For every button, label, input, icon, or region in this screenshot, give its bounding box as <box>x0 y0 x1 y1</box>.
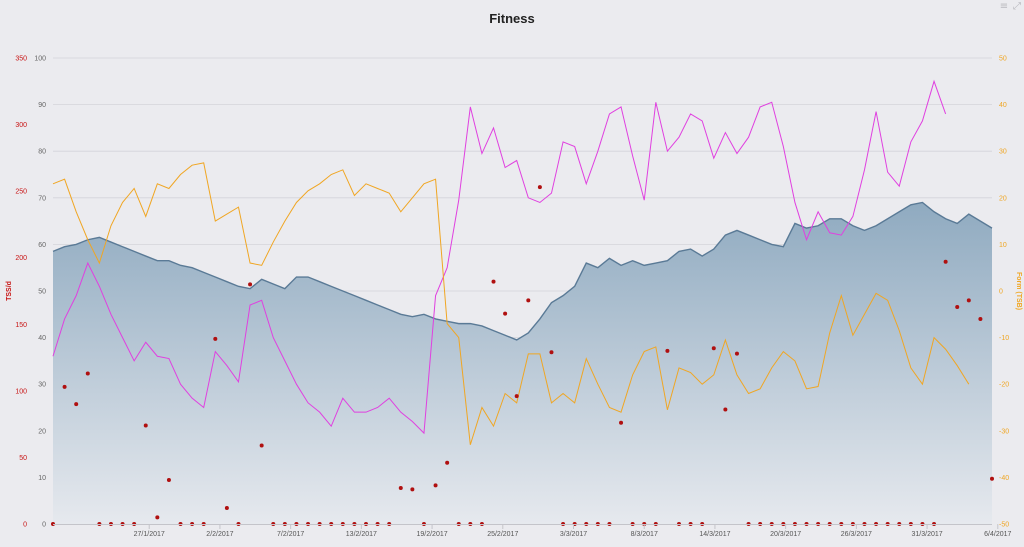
hamburger-menu-icon[interactable]: ≡ <box>999 1 1009 12</box>
tss-dot <box>711 346 716 351</box>
tss-dot <box>537 185 542 190</box>
x-tick-label: 13/2/2017 <box>346 531 377 538</box>
tss-dot <box>491 279 496 284</box>
x-tick-label: 27/1/2017 <box>134 531 165 538</box>
form-line <box>52 162 970 445</box>
right-y-tick-label: -50 <box>999 522 1009 529</box>
inner-y-tick-label: 50 <box>38 289 46 296</box>
x-tick-label: 7/2/2017 <box>277 531 304 538</box>
left-axis-title: TSS/d <box>6 281 13 301</box>
outer-y-tick-label: 150 <box>15 322 27 329</box>
chart-title: Fitness <box>489 11 535 26</box>
outer-y-tick-label: 300 <box>15 122 27 129</box>
right-y-tick-label: 20 <box>999 195 1007 202</box>
fitness-line <box>52 201 993 341</box>
outer-y-tick-label: 0 <box>23 522 27 529</box>
x-tick-label: 6/4/2017 <box>984 531 1011 538</box>
inner-y-tick-label: 100 <box>34 56 46 63</box>
inner-y-tick-label: 90 <box>38 102 46 109</box>
series-lines-layer <box>52 79 970 445</box>
x-tick-label: 31/3/2017 <box>912 531 943 538</box>
inner-y-tick-label: 70 <box>38 195 46 202</box>
fitness-area <box>53 202 992 524</box>
outer-y-tick-label: 50 <box>19 455 27 462</box>
tss-dot <box>665 348 670 353</box>
tss-dot <box>433 483 438 488</box>
tss-dot <box>398 486 403 491</box>
tss-dot <box>410 487 415 492</box>
axes-layer: 0102030405060708090100050100150200250300… <box>6 56 1022 539</box>
tss-dot <box>966 298 971 303</box>
inner-y-tick-label: 80 <box>38 149 46 156</box>
tss-dot <box>549 350 554 355</box>
right-y-tick-label: -30 <box>999 428 1009 435</box>
tss-dot <box>955 304 960 309</box>
tss-dot <box>166 478 171 483</box>
tss-dot <box>445 460 450 465</box>
right-y-tick-label: -20 <box>999 382 1009 389</box>
tss-dot <box>62 384 67 389</box>
tss-dot <box>734 351 739 356</box>
inner-y-tick-label: 10 <box>38 475 46 482</box>
right-y-tick-label: 50 <box>999 56 1007 63</box>
right-y-tick-label: 0 <box>999 289 1003 296</box>
tss-dot <box>514 394 519 399</box>
tss-dot <box>723 407 728 412</box>
x-tick-label: 20/3/2017 <box>770 531 801 538</box>
tss-dot <box>619 420 624 425</box>
inner-y-tick-label: 20 <box>38 428 46 435</box>
x-tick-label: 2/2/2017 <box>206 531 233 538</box>
tss-dot <box>990 476 994 481</box>
tss-dot <box>978 316 983 321</box>
tss-dot <box>943 259 948 264</box>
tss-dot <box>526 298 531 303</box>
inner-y-tick-label: 40 <box>38 335 46 342</box>
x-tick-label: 14/3/2017 <box>699 531 730 538</box>
inner-y-tick-label: 30 <box>38 382 46 389</box>
outer-y-tick-label: 100 <box>15 388 27 395</box>
inner-y-tick-label: 0 <box>42 522 46 529</box>
outer-y-tick-label: 200 <box>15 255 27 262</box>
tss-dot <box>213 336 218 341</box>
tss-dot <box>85 371 90 376</box>
x-tick-label: 25/2/2017 <box>487 531 518 538</box>
right-y-tick-label: -10 <box>999 335 1009 342</box>
tss-dot <box>143 423 148 428</box>
x-tick-label: 8/3/2017 <box>631 531 658 538</box>
x-tick-label: 26/3/2017 <box>841 531 872 538</box>
right-y-tick-label: 40 <box>999 102 1007 109</box>
fatigue-line <box>52 79 947 435</box>
tss-dot <box>155 515 160 520</box>
expand-arrows-icon[interactable]: ⤢ <box>1013 1 1021 12</box>
x-tick-label: 19/2/2017 <box>416 531 447 538</box>
right-y-tick-label: 30 <box>999 149 1007 156</box>
inner-y-tick-label: 60 <box>38 242 46 249</box>
tss-dot <box>503 311 508 316</box>
tss-dot <box>259 443 264 448</box>
x-tick-label: 3/3/2017 <box>560 531 587 538</box>
tss-dot <box>248 282 253 287</box>
right-y-tick-label: 10 <box>999 242 1007 249</box>
tss-dot <box>224 506 229 511</box>
outer-y-tick-label: 250 <box>15 189 27 196</box>
tss-dot <box>74 402 79 407</box>
right-axis-title: Form (TSB) <box>1015 272 1022 310</box>
right-y-tick-label: -40 <box>999 475 1009 482</box>
fitness-area-layer <box>52 201 993 524</box>
outer-y-tick-label: 350 <box>15 56 27 63</box>
